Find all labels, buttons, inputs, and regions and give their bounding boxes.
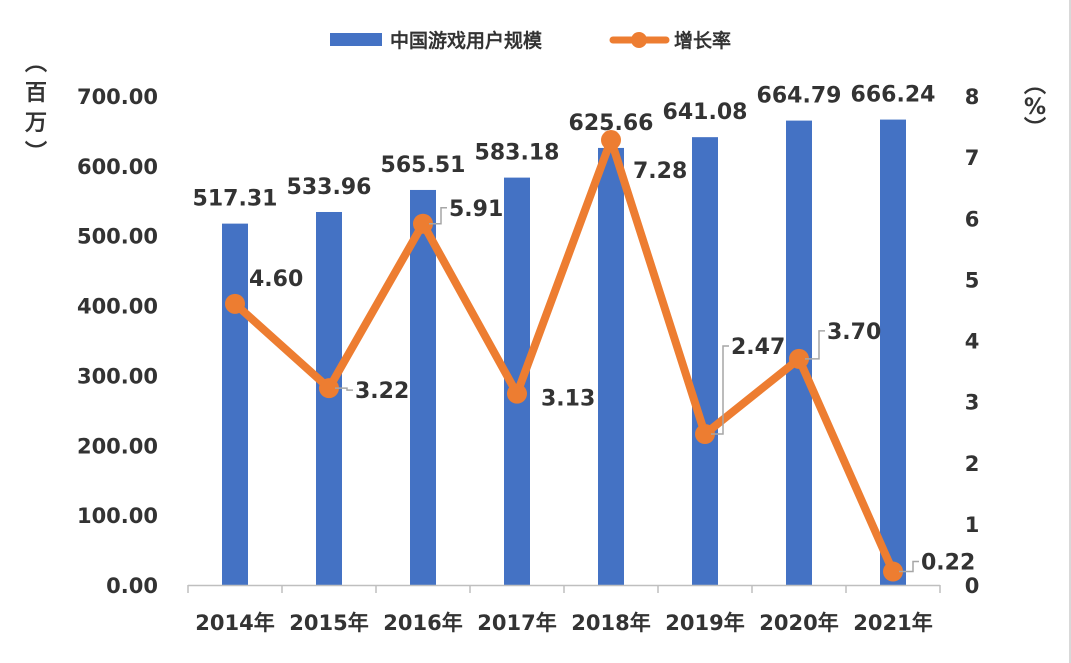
bar-data-label: 664.79 [757, 84, 842, 109]
growth-label-leader [335, 387, 353, 391]
growth-point [413, 213, 433, 234]
bar [316, 211, 342, 586]
growth-data-label: 2.47 [731, 335, 785, 360]
growth-point [601, 130, 621, 151]
growth-data-label: 7.28 [633, 159, 687, 184]
bar-data-label: 583.18 [475, 141, 560, 166]
bar-data-label: 641.08 [663, 100, 748, 125]
legend-bar-swatch [330, 33, 382, 46]
bar [222, 223, 248, 585]
bar [880, 119, 906, 585]
x-axis-tick: 2019年 [665, 611, 744, 635]
left-axis-tick: 0.00 [106, 574, 158, 598]
bar [598, 147, 624, 585]
growth-data-label: 3.22 [355, 379, 409, 404]
growth-data-label: 4.60 [249, 267, 303, 292]
growth-point [695, 424, 715, 445]
bar [410, 189, 436, 585]
right-axis-tick: 6 [965, 207, 980, 231]
x-axis-tick: 2017年 [477, 611, 556, 635]
left-axis-unit-char: 百 [25, 81, 47, 106]
x-axis-tick: 2014年 [195, 611, 274, 635]
growth-data-label: 0.22 [921, 551, 975, 576]
legend-line-label: 增长率 [674, 29, 731, 52]
right-axis-tick: 7 [965, 146, 980, 170]
bar-data-label: 565.51 [381, 153, 466, 178]
bar-data-label: 517.31 [193, 187, 278, 212]
left-axis-unit-char: ︶ [25, 140, 47, 166]
growth-point [225, 293, 245, 314]
left-axis-tick: 200.00 [77, 434, 158, 458]
growth-point [789, 348, 809, 369]
left-axis-tick: 700.00 [77, 85, 158, 109]
right-axis-tick: 1 [965, 513, 980, 537]
left-axis-tick: 100.00 [77, 504, 158, 528]
right-axis-tick: 8 [965, 85, 980, 109]
growth-label-leader [805, 330, 825, 360]
growth-label-leader [899, 560, 919, 573]
x-axis-tick: 2018年 [571, 611, 650, 635]
growth-data-label: 3.13 [541, 387, 595, 412]
right-axis-tick: 5 [965, 268, 980, 292]
x-axis-tick: 2020年 [759, 611, 838, 635]
legend-line-marker [631, 32, 647, 48]
left-axis-tick: 300.00 [77, 364, 158, 388]
x-axis-tick: 2016年 [383, 611, 462, 635]
growth-point [507, 383, 527, 404]
bar-data-label: 533.96 [287, 175, 372, 200]
left-axis-tick: 600.00 [77, 155, 158, 179]
growth-point [883, 561, 903, 582]
right-axis-tick: 4 [965, 330, 980, 354]
left-axis-tick: 400.00 [77, 295, 158, 319]
growth-label-leader [429, 207, 447, 225]
x-axis-tick: 2021年 [853, 611, 932, 635]
right-axis-unit-char: ︶ [1024, 116, 1046, 142]
right-axis-tick: 0 [965, 574, 980, 598]
left-axis-unit-char: ︵ [25, 51, 47, 76]
growth-data-label: 5.91 [449, 197, 503, 222]
left-axis-tick: 500.00 [77, 225, 158, 249]
growth-line [231, 136, 897, 576]
left-axis-unit-char: 万 [24, 111, 47, 136]
right-axis-tick: 3 [965, 391, 980, 415]
bar-data-label: 666.24 [851, 83, 936, 108]
right-axis-tick: 2 [965, 452, 980, 476]
x-axis-tick: 2015年 [289, 611, 368, 635]
growth-data-label: 3.70 [827, 320, 881, 345]
right-axis-unit-char: ︵ [1024, 73, 1046, 98]
growth-point [319, 378, 339, 399]
growth-label-leader [711, 345, 729, 435]
right-axis-unit-char: % [1024, 95, 1046, 120]
legend-bar-label: 中国游戏用户规模 [390, 29, 543, 52]
bar [692, 137, 718, 585]
